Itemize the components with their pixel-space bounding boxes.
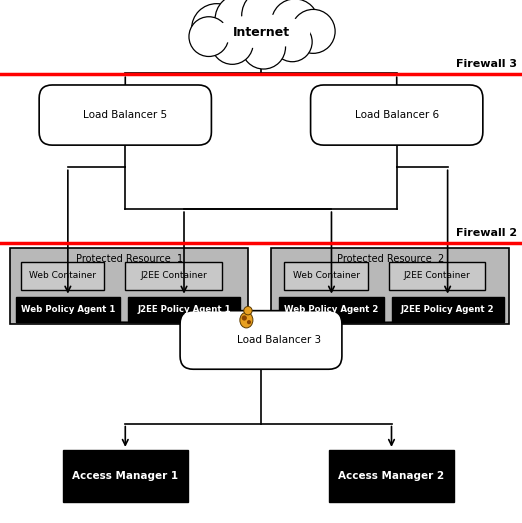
Bar (279, 297, 384, 322)
Text: J2EE Container: J2EE Container (404, 271, 470, 280)
FancyBboxPatch shape (180, 311, 342, 369)
Circle shape (211, 22, 253, 64)
Text: Firewall 2: Firewall 2 (456, 228, 517, 238)
Bar (16, 297, 120, 322)
Bar (10, 248, 248, 324)
Text: Load Balancer 3: Load Balancer 3 (237, 335, 322, 345)
Text: J2EE Policy Agent 2: J2EE Policy Agent 2 (401, 304, 494, 314)
FancyBboxPatch shape (39, 85, 211, 145)
Circle shape (242, 25, 286, 69)
Text: Access Manager 2: Access Manager 2 (338, 471, 445, 481)
Text: J2EE Container: J2EE Container (140, 271, 207, 280)
Text: Web Policy Agent 1: Web Policy Agent 1 (21, 304, 115, 314)
Ellipse shape (217, 14, 311, 49)
Text: Internet: Internet (232, 26, 290, 39)
FancyBboxPatch shape (311, 85, 483, 145)
Ellipse shape (209, 10, 324, 52)
Bar (392, 297, 504, 322)
Circle shape (242, 315, 247, 321)
Text: Access Manager 1: Access Manager 1 (72, 471, 179, 481)
Text: Protected Resource  1: Protected Resource 1 (76, 254, 183, 264)
Circle shape (189, 17, 229, 56)
Text: Load Balancer 6: Load Balancer 6 (354, 110, 439, 120)
Circle shape (272, 22, 312, 62)
Circle shape (244, 306, 252, 315)
Bar (21, 262, 104, 290)
Circle shape (215, 0, 265, 44)
Bar (389, 262, 485, 290)
Text: Web Container: Web Container (29, 271, 96, 280)
Circle shape (247, 320, 251, 324)
Circle shape (192, 4, 242, 54)
Text: Web Container: Web Container (293, 271, 360, 280)
Text: Load Balancer 5: Load Balancer 5 (83, 110, 168, 120)
Text: Protected Resource  2: Protected Resource 2 (337, 254, 444, 264)
Circle shape (271, 0, 318, 46)
Bar (128, 297, 240, 322)
Bar (271, 248, 509, 324)
Bar (125, 262, 222, 290)
Circle shape (291, 9, 335, 53)
Text: Firewall 3: Firewall 3 (456, 59, 517, 69)
Bar (329, 450, 454, 502)
Ellipse shape (240, 312, 253, 328)
Bar (63, 450, 188, 502)
Text: J2EE Policy Agent 1: J2EE Policy Agent 1 (137, 304, 231, 314)
Bar (284, 262, 368, 290)
Text: Web Policy Agent 2: Web Policy Agent 2 (284, 304, 378, 314)
Circle shape (242, 0, 296, 43)
